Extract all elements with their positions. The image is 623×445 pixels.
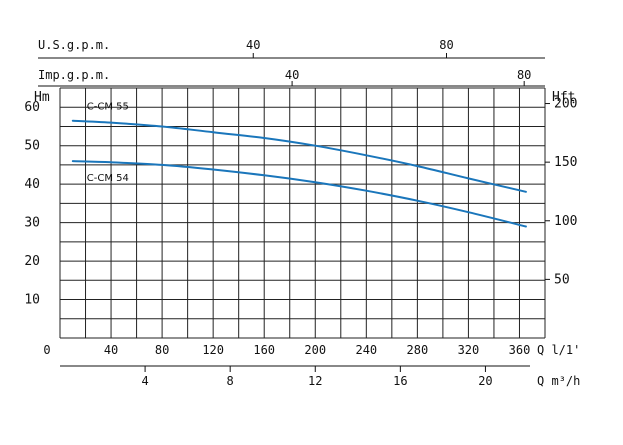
y-tick-label: 10: [24, 293, 40, 308]
y-tick-label: 40: [24, 177, 40, 192]
y-axis-title: Hm: [34, 90, 50, 105]
secondary-tick-label: 20: [478, 374, 492, 388]
y-tick-label: 20: [24, 254, 40, 269]
secondary-tick-label: 80: [439, 38, 453, 52]
m3h-ticks: 4 8 12 16 20: [141, 366, 493, 388]
series-line-2: [71, 160, 527, 228]
y-tick-labels: 10 20 30 40 50 60: [24, 100, 40, 307]
secondary-tick-label: 40: [285, 68, 299, 82]
imp-gpm-axis-label: Imp.g.p.m.: [38, 68, 110, 82]
us-gpm-axis: U.S.g.p.m. 40 80: [38, 38, 545, 59]
x-tick-label: 200: [304, 343, 326, 357]
x-tick-label: 0: [43, 343, 50, 357]
x-tick-label: 160: [253, 343, 275, 357]
m3h-axis: 4 8 12 16 20 Q m³/h: [60, 365, 580, 388]
x-tick-label: 320: [458, 343, 480, 357]
secondary-tick-label: 12: [308, 374, 322, 388]
y-secondary-tick-label: 150: [554, 155, 577, 170]
us-gpm-ticks: 40 80: [246, 38, 454, 58]
us-gpm-axis-label: U.S.g.p.m.: [38, 38, 110, 52]
x-tick-labels: 0 40 80 120 160 200 240 280 320 360: [43, 343, 530, 357]
imp-gpm-axis: Imp.g.p.m. 40 80: [38, 68, 545, 87]
x-tick-label: 240: [355, 343, 377, 357]
y-secondary-tick-label: 50: [554, 272, 570, 287]
secondary-tick-label: 8: [227, 374, 234, 388]
performance-curves: [71, 119, 527, 228]
series-labels: C-CM 55 C-CM 54: [87, 102, 129, 184]
secondary-tick-label: 16: [393, 374, 407, 388]
x-tick-label: 280: [407, 343, 429, 357]
series-label: C-CM 54: [87, 173, 129, 184]
secondary-tick-label: 40: [246, 38, 260, 52]
y-secondary-tick-label: 100: [554, 214, 577, 229]
plot-grid: [59, 87, 546, 339]
x-axis-title: Q l/1': [537, 343, 580, 357]
y-secondary-tick-label: 200: [554, 97, 577, 112]
x-tick-label: 120: [202, 343, 224, 357]
m3h-axis-title: Q m³/h: [537, 374, 580, 388]
imp-gpm-ticks: 40 80: [285, 68, 531, 86]
y-tick-label: 60: [24, 100, 40, 115]
x-tick-label: 360: [509, 343, 531, 357]
y-tick-label: 30: [24, 216, 40, 231]
x-tick-label: 80: [155, 343, 169, 357]
y-tick-label: 50: [24, 139, 40, 154]
y-secondary-tick-labels: 50 100 150 200: [545, 97, 577, 287]
series-label: C-CM 55: [87, 102, 129, 113]
series-line-1: [71, 119, 527, 193]
secondary-tick-label: 4: [141, 374, 148, 388]
x-tick-label: 40: [104, 343, 118, 357]
y-secondary-axis-title: Hft: [552, 90, 575, 105]
secondary-tick-label: 80: [517, 68, 531, 82]
